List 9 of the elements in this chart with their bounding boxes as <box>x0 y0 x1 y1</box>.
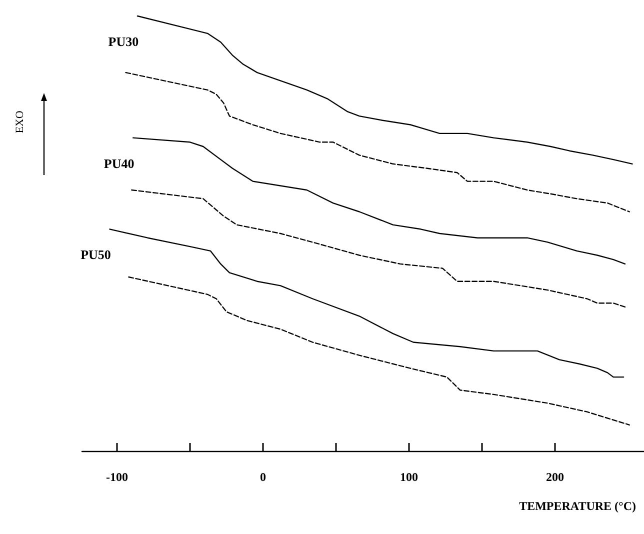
x-tick-label: 0 <box>260 470 266 484</box>
x-axis-title: TEMPERATURE (°C) <box>519 499 636 513</box>
x-tick-label: 100 <box>400 470 418 484</box>
text: EXO <box>14 110 26 134</box>
x-tick-label: 200 <box>546 470 564 484</box>
series-label: PU30 <box>108 34 139 49</box>
series-label: PU40 <box>104 156 134 171</box>
x-tick-label: -100 <box>106 470 128 484</box>
series-label: PU50 <box>80 247 111 262</box>
